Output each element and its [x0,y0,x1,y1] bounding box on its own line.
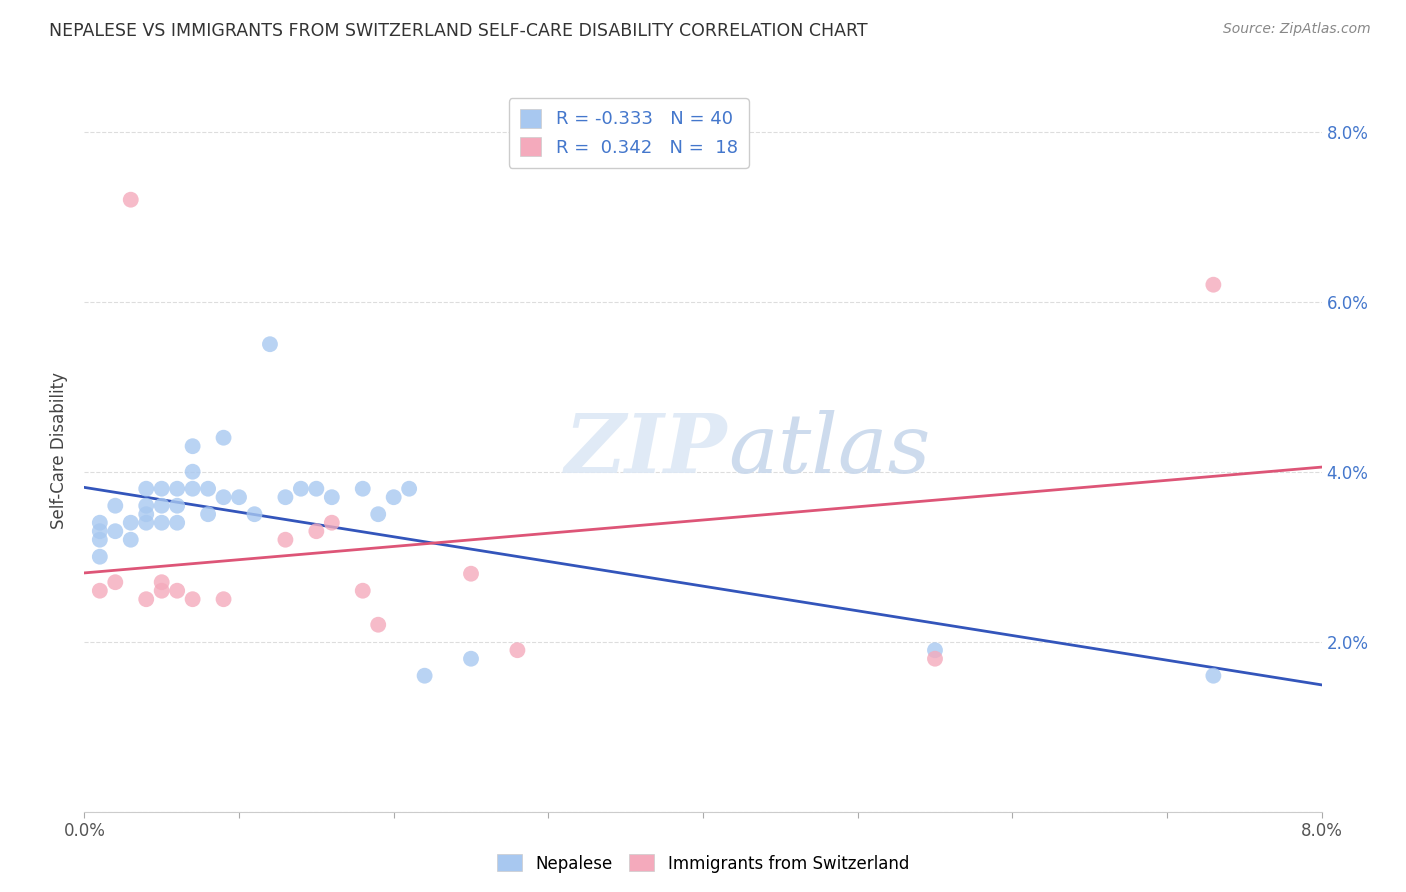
Point [135,499,157,513]
Point [166,482,188,496]
Point [243,507,266,521]
Point [398,482,420,496]
Point [135,482,157,496]
Point [367,507,389,521]
Point [181,465,204,479]
Point [135,507,157,521]
Point [89,533,111,547]
Point [89,549,111,564]
Point [89,516,111,530]
Point [290,482,312,496]
Point [166,499,188,513]
Point [506,643,529,657]
Point [274,490,297,504]
Point [228,490,250,504]
Point [1202,669,1225,683]
Point [197,482,219,496]
Text: NEPALESE VS IMMIGRANTS FROM SWITZERLAND SELF-CARE DISABILITY CORRELATION CHART: NEPALESE VS IMMIGRANTS FROM SWITZERLAND … [49,22,868,40]
Y-axis label: Self-Care Disability: Self-Care Disability [51,372,69,529]
Point [104,499,127,513]
Point [181,482,204,496]
Text: ZIP: ZIP [565,410,728,491]
Point [150,482,173,496]
Point [460,651,482,665]
Point [166,516,188,530]
Point [181,592,204,607]
Point [120,533,142,547]
Point [212,490,235,504]
Point [259,337,281,351]
Point [120,516,142,530]
Point [382,490,405,504]
Text: atlas: atlas [728,410,931,491]
Point [274,533,297,547]
Legend: Nepalese, Immigrants from Switzerland: Nepalese, Immigrants from Switzerland [491,847,915,880]
Point [150,499,173,513]
Point [212,431,235,445]
Point [150,583,173,598]
Point [924,651,946,665]
Point [135,516,157,530]
Point [89,524,111,539]
Point [367,617,389,632]
Point [197,507,219,521]
Point [321,516,343,530]
Point [104,524,127,539]
Point [352,583,374,598]
Point [321,490,343,504]
Point [413,669,436,683]
Point [305,482,328,496]
Legend: R = -0.333   N = 40, R =  0.342   N =  18: R = -0.333 N = 40, R = 0.342 N = 18 [509,98,748,168]
Point [460,566,482,581]
Point [1202,277,1225,292]
Text: Source: ZipAtlas.com: Source: ZipAtlas.com [1223,22,1371,37]
Point [150,575,173,590]
Point [305,524,328,539]
Point [89,583,111,598]
Point [924,643,946,657]
Point [150,516,173,530]
Point [352,482,374,496]
Point [166,583,188,598]
Point [212,592,235,607]
Point [120,193,142,207]
Point [135,592,157,607]
Point [181,439,204,453]
Point [104,575,127,590]
